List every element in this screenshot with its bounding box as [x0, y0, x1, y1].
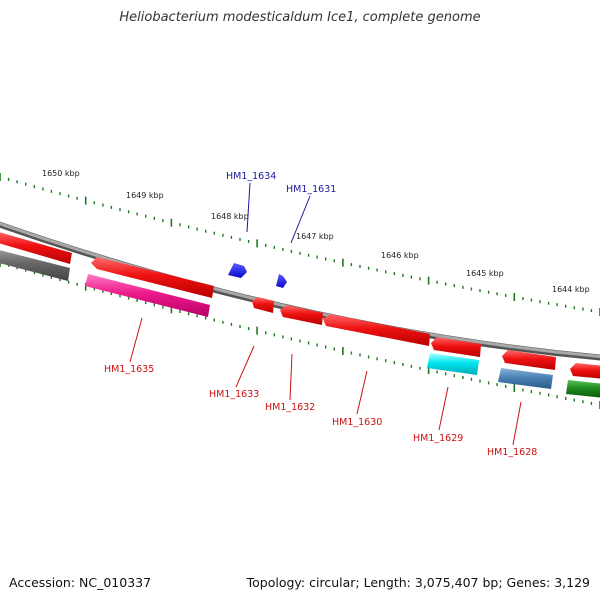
- leader-line: [290, 195, 311, 244]
- gene-arrow-green: [566, 380, 600, 398]
- gene-arrow-magenta: [85, 274, 210, 317]
- gene-arrow-hm1-1632: [280, 305, 323, 325]
- leader-line: [438, 386, 449, 431]
- gene-arrow: [0, 250, 70, 281]
- gene-arrow-hm1-1629: [431, 337, 481, 357]
- leader-line: [235, 345, 255, 388]
- genome-backbone: [0, 221, 600, 361]
- scale-ticks-inner: [0, 259, 600, 409]
- leader-line: [512, 401, 522, 446]
- accession-text: Accession: NC_010337: [9, 575, 152, 590]
- gene-arrow-steelblue: [498, 368, 553, 389]
- gene-arrow: [570, 363, 600, 379]
- gene-label-hm1-1628: HM1_1628: [487, 447, 537, 458]
- gene-label-hm1-1633: HM1_1633: [209, 389, 259, 400]
- leader-line: [129, 317, 143, 363]
- gene-arrow-hm1-1628: [502, 350, 556, 370]
- leader-line: [246, 182, 251, 233]
- gene-arrow-hm1-1633: [252, 297, 274, 313]
- leader-line: [356, 370, 368, 415]
- gene-label-hm1-1629: HM1_1629: [413, 433, 463, 444]
- gene-label-hm1-1630: HM1_1630: [332, 417, 382, 428]
- kbp-label-1646: 1646 kbp: [381, 251, 419, 260]
- page-title: Heliobacterium modesticaldum Ice1, compl…: [119, 10, 481, 25]
- kbp-label-1648: 1648 kbp: [211, 212, 249, 221]
- gene-label-hm1-1635: HM1_1635: [104, 364, 154, 375]
- gene-label-hm1-1634: HM1_1634: [226, 171, 276, 182]
- kbp-label-1647: 1647 kbp: [296, 232, 334, 241]
- kbp-label-1650: 1650 kbp: [42, 169, 80, 178]
- gene-arrow-cyan: [427, 353, 479, 375]
- scale-ticks-outer: [0, 173, 600, 316]
- gene-arrow: [0, 232, 72, 264]
- gene-arrow-hm1-1635: [91, 257, 214, 298]
- kbp-label-1645: 1645 kbp: [466, 269, 504, 278]
- genome-summary-text: Topology: circular; Length: 3,075,407 bp…: [246, 575, 590, 590]
- gene-arrow-hm1-1634: [228, 263, 247, 278]
- genome-backbone-highlight: [0, 222, 600, 359]
- gene-label-hm1-1632: HM1_1632: [265, 402, 315, 413]
- gene-arrow-hm1-1630: [323, 314, 430, 346]
- gene-label-hm1-1631: HM1_1631: [286, 184, 336, 195]
- kbp-label-1644: 1644 kbp: [552, 285, 590, 294]
- gene-arrow-hm1-1631: [276, 274, 287, 288]
- leader-line: [289, 353, 293, 401]
- kbp-label-1649: 1649 kbp: [126, 191, 164, 200]
